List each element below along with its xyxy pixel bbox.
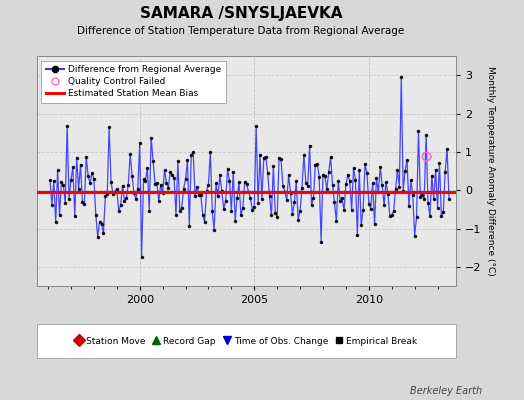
- Text: Berkeley Earth: Berkeley Earth: [410, 386, 482, 396]
- Text: Difference of Station Temperature Data from Regional Average: Difference of Station Temperature Data f…: [78, 26, 405, 36]
- Y-axis label: Monthly Temperature Anomaly Difference (°C): Monthly Temperature Anomaly Difference (…: [486, 66, 495, 276]
- Legend: Station Move, Record Gap, Time of Obs. Change, Empirical Break: Station Move, Record Gap, Time of Obs. C…: [71, 333, 421, 349]
- Legend: Difference from Regional Average, Quality Control Failed, Estimated Station Mean: Difference from Regional Average, Qualit…: [41, 60, 226, 103]
- Text: SAMARA /SNYSLJAEVKA: SAMARA /SNYSLJAEVKA: [140, 6, 342, 21]
